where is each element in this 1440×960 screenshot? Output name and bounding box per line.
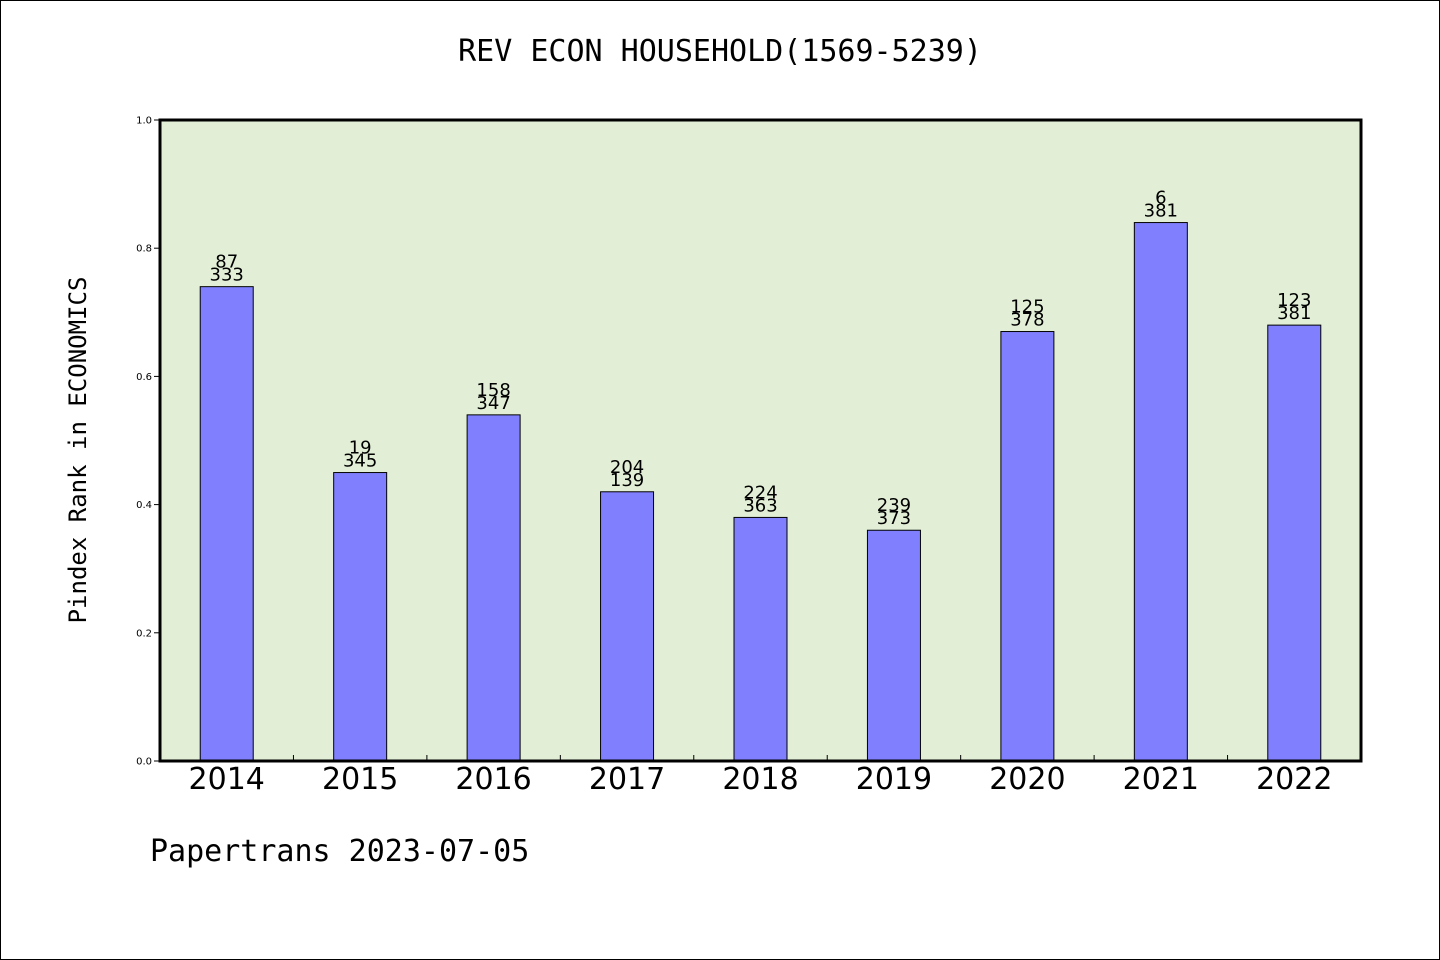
bar-label-bottom: 347 (476, 393, 510, 414)
bar-label-bottom: 378 (1010, 310, 1044, 331)
x-tick-label: 2016 (455, 762, 531, 797)
bar-label-top: 87 (215, 252, 238, 273)
bar (199, 286, 254, 762)
y-tick-label: 0.2 (136, 628, 152, 639)
y-tick-label: 0.6 (136, 372, 152, 383)
bar-label-bottom: 373 (877, 508, 911, 529)
x-tick-label: 2014 (189, 762, 265, 797)
x-tick-label: 2020 (989, 762, 1065, 797)
bar (466, 414, 521, 762)
x-tick-label: 2017 (589, 762, 665, 797)
x-tick-label: 2015 (322, 762, 398, 797)
y-tick-label: 0.4 (136, 500, 152, 511)
y-tick-label: 0.0 (136, 757, 152, 768)
bar (866, 529, 921, 762)
bar-label-bottom: 381 (1144, 201, 1178, 222)
bar-label-bottom: 345 (343, 451, 377, 472)
bar-label-bottom: 381 (1277, 303, 1311, 324)
bar-label-top: 239 (877, 495, 911, 516)
bars-group (199, 222, 1322, 762)
footer-credit: Papertrans 2023-07-05 (150, 834, 530, 869)
bar-label-top: 204 (610, 457, 644, 478)
bar-label-top: 6 (1155, 188, 1166, 209)
bar-label-bottom: 333 (210, 265, 244, 286)
x-tick-label: 2022 (1256, 762, 1332, 797)
x-tick-label: 2021 (1123, 762, 1199, 797)
y-tick-label: 1.0 (136, 116, 152, 127)
plot-border (158, 118, 1363, 763)
bar (1267, 324, 1322, 762)
x-tick-label: 2019 (856, 762, 932, 797)
bar-label-bottom: 139 (610, 470, 644, 491)
bar-label-top: 123 (1277, 290, 1311, 311)
bar (1000, 331, 1055, 762)
bar-label-top: 125 (1010, 297, 1044, 318)
bar (333, 472, 388, 762)
bar-label-top: 19 (349, 438, 372, 459)
bar-label-top: 158 (476, 380, 510, 401)
y-axis-ticks: 0.0 0.2 0.4 0.6 0.8 1.0 (136, 116, 160, 768)
x-axis-ticks: 2014 2015 2016 2017 2018 2019 2020 2021 2022 (189, 755, 1332, 797)
bar-label-bottom: 363 (743, 495, 777, 516)
chart-title: REV ECON HOUSEHOLD(1569-5239) (458, 34, 982, 69)
bar (733, 516, 788, 762)
bar (1133, 222, 1188, 762)
bar (600, 491, 655, 762)
x-tick-label: 2018 (722, 762, 798, 797)
y-tick-label: 0.8 (136, 244, 152, 255)
bar-label-top: 224 (743, 482, 777, 503)
